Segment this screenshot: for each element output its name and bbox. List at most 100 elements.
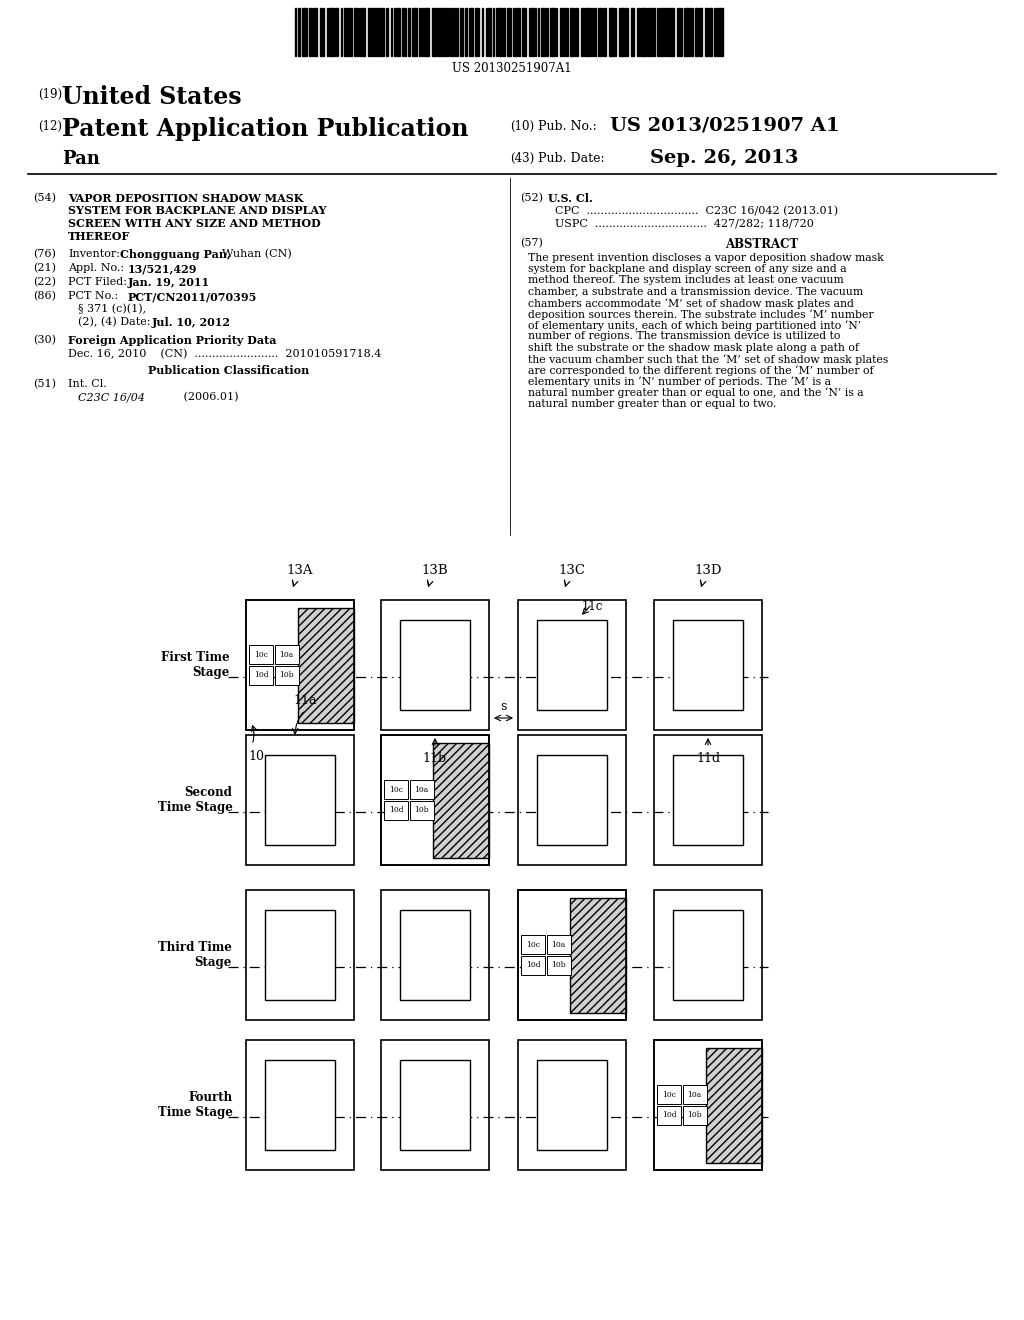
Bar: [654, 601, 762, 730]
Text: Foreign Application Priority Data: Foreign Application Priority Data: [68, 335, 276, 346]
Bar: [488, 8, 490, 55]
Text: VAPOR DEPOSITION SHADOW MASK: VAPOR DEPOSITION SHADOW MASK: [68, 193, 303, 205]
Text: First Time
Stage: First Time Stage: [161, 651, 229, 678]
Text: Dec. 16, 2010    (CN)  ........................  201010591718.4: Dec. 16, 2010 (CN) .....................…: [68, 348, 381, 359]
Bar: [695, 8, 698, 55]
Text: natural number greater than or equal to one, and the ‘N’ is a: natural number greater than or equal to …: [528, 387, 863, 399]
Text: Sep. 26, 2013: Sep. 26, 2013: [650, 149, 799, 168]
Bar: [344, 8, 349, 55]
Bar: [575, 8, 578, 55]
Text: § 371 (c)(1),: § 371 (c)(1),: [78, 304, 146, 314]
Bar: [531, 8, 534, 55]
Bar: [598, 8, 601, 55]
Text: (2006.01): (2006.01): [145, 392, 239, 403]
Text: SCREEN WITH ANY SIZE AND METHOD: SCREEN WITH ANY SIZE AND METHOD: [68, 218, 321, 228]
Text: 10c: 10c: [254, 651, 268, 659]
Bar: [537, 755, 607, 845]
Bar: [384, 780, 408, 799]
Bar: [518, 735, 626, 865]
Bar: [641, 8, 646, 55]
Text: s: s: [501, 700, 507, 713]
Text: 11a: 11a: [293, 694, 316, 708]
Bar: [547, 936, 570, 954]
Bar: [570, 898, 626, 1012]
Bar: [274, 665, 299, 685]
Bar: [246, 890, 354, 1020]
Text: (52): (52): [520, 193, 543, 203]
Bar: [354, 8, 357, 55]
Bar: [382, 8, 384, 55]
Bar: [541, 8, 545, 55]
Text: (30): (30): [33, 335, 56, 346]
Text: 10d: 10d: [662, 1111, 676, 1119]
Bar: [432, 8, 436, 55]
Text: USPC  ................................  427/282; 118/720: USPC ................................ 42…: [555, 218, 814, 228]
Bar: [625, 8, 628, 55]
Bar: [397, 8, 400, 55]
Bar: [669, 8, 674, 55]
Text: 10d: 10d: [389, 807, 403, 814]
Bar: [246, 735, 354, 865]
Text: 13D: 13D: [694, 564, 722, 577]
Text: 11d: 11d: [696, 752, 720, 766]
Text: (19): (19): [38, 88, 62, 102]
Bar: [360, 8, 362, 55]
Bar: [246, 601, 354, 730]
Text: chambers accommodate ‘M’ set of shadow mask plates and: chambers accommodate ‘M’ set of shadow m…: [528, 298, 854, 309]
Bar: [684, 8, 689, 55]
Bar: [518, 1040, 626, 1170]
Text: 13C: 13C: [558, 564, 586, 577]
Bar: [657, 8, 659, 55]
Text: of elementary units, each of which being partitioned into ‘N’: of elementary units, each of which being…: [528, 321, 861, 331]
Text: natural number greater than or equal to two.: natural number greater than or equal to …: [528, 399, 776, 409]
Bar: [381, 1040, 489, 1170]
Text: 10c: 10c: [389, 785, 403, 793]
Text: 10b: 10b: [551, 961, 566, 969]
Bar: [362, 8, 365, 55]
Bar: [683, 1085, 707, 1105]
Text: 10a: 10a: [687, 1090, 701, 1098]
Text: (12): (12): [38, 120, 62, 133]
Bar: [465, 8, 467, 55]
Bar: [368, 8, 371, 55]
Bar: [410, 801, 433, 820]
Text: Jan. 19, 2011: Jan. 19, 2011: [128, 277, 210, 288]
Text: 10b: 10b: [687, 1111, 701, 1119]
Bar: [570, 8, 574, 55]
Bar: [451, 8, 453, 55]
Bar: [521, 956, 545, 974]
Bar: [265, 755, 335, 845]
Bar: [718, 8, 723, 55]
Text: 11b: 11b: [423, 752, 447, 766]
Text: US 20130251907A1: US 20130251907A1: [453, 62, 571, 75]
Bar: [394, 8, 396, 55]
Text: (51): (51): [33, 379, 56, 389]
Text: Pub. No.:: Pub. No.:: [538, 120, 597, 133]
Text: elementary units in ‘N’ number of periods. The ‘M’ is a: elementary units in ‘N’ number of period…: [528, 376, 831, 387]
Bar: [249, 645, 273, 664]
Bar: [515, 8, 517, 55]
Bar: [560, 8, 565, 55]
Bar: [657, 1106, 681, 1125]
Bar: [319, 8, 322, 55]
Bar: [631, 8, 634, 55]
Bar: [442, 8, 444, 55]
Text: Chongguang Pan,: Chongguang Pan,: [120, 249, 230, 260]
Bar: [657, 1085, 681, 1105]
Bar: [666, 8, 668, 55]
Text: 13A: 13A: [287, 564, 313, 577]
Bar: [386, 8, 388, 55]
Text: 10b: 10b: [280, 672, 294, 680]
Bar: [424, 8, 429, 55]
Text: (10): (10): [510, 120, 535, 133]
Bar: [437, 8, 441, 55]
Text: United States: United States: [62, 84, 242, 110]
Bar: [350, 8, 352, 55]
Bar: [375, 8, 377, 55]
Bar: [518, 601, 626, 730]
Text: Wuhan (CN): Wuhan (CN): [222, 249, 292, 259]
Bar: [503, 8, 505, 55]
Text: method thereof. The system includes at least one vacuum: method thereof. The system includes at l…: [528, 276, 844, 285]
Bar: [522, 8, 526, 55]
Text: (43): (43): [510, 152, 535, 165]
